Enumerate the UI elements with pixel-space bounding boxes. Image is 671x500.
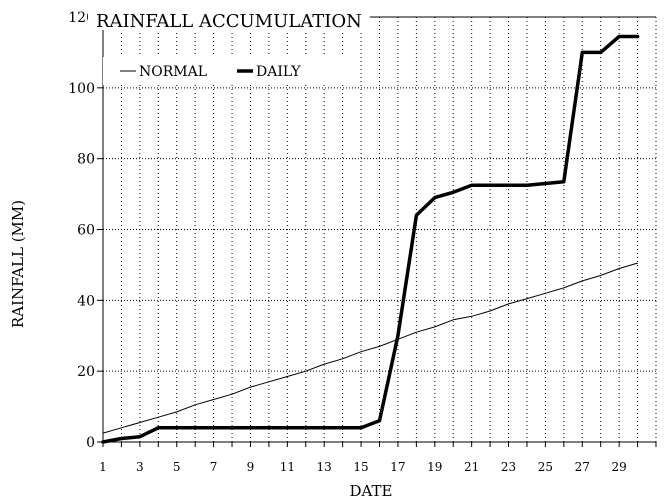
legend-label-daily: DAILY xyxy=(256,64,301,80)
x-tick-label: 23 xyxy=(501,460,516,474)
x-tick-label: 17 xyxy=(390,460,405,474)
x-tick-label: 13 xyxy=(317,460,332,474)
y-tick-label: 80 xyxy=(77,152,95,168)
y-tick-label: 60 xyxy=(77,223,95,239)
grid xyxy=(102,16,657,442)
series-lines xyxy=(101,34,640,444)
x-tick-label: 21 xyxy=(464,460,479,474)
legend-background xyxy=(103,57,350,85)
x-tick-label: 29 xyxy=(611,460,626,474)
x-tick-label: 5 xyxy=(173,460,181,474)
x-tick-label: 11 xyxy=(280,460,295,474)
y-axis-title: RAINFALL (MM) xyxy=(9,200,27,328)
x-tick-label: 1 xyxy=(99,460,107,474)
x-tick-label: 25 xyxy=(538,460,553,474)
x-axis-title: DATE xyxy=(350,482,393,500)
x-tick-label: 19 xyxy=(427,460,442,474)
y-tick-label: 40 xyxy=(77,293,95,309)
title-background xyxy=(88,6,370,30)
series-line-normal xyxy=(102,262,639,434)
x-tick-label: 3 xyxy=(136,460,144,474)
legend: NORMAL DAILY xyxy=(103,57,350,85)
x-tick-label: 15 xyxy=(353,460,368,474)
y-tick-label: 100 xyxy=(68,81,95,97)
legend-label-normal: NORMAL xyxy=(139,64,207,80)
y-tick-label: 20 xyxy=(77,364,95,380)
y-tick-label: 0 xyxy=(86,435,95,451)
x-tick-label: 7 xyxy=(210,460,218,474)
series-line-daily xyxy=(101,34,640,444)
x-tick-label: 27 xyxy=(575,460,590,474)
chart-title: RAINFALL ACCUMULATION xyxy=(96,11,362,32)
x-tick-label: 9 xyxy=(247,460,255,474)
